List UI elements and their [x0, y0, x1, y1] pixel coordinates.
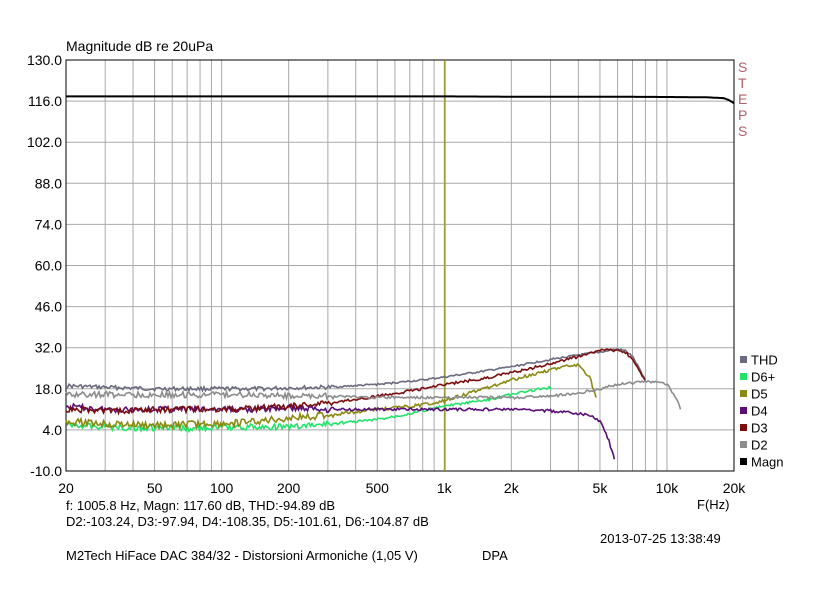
legend-label: D2: [751, 438, 768, 453]
footer-title: M2Tech HiFace DAC 384/32 - Distorsioni A…: [66, 548, 418, 563]
legend-swatch: [740, 441, 747, 448]
x-tick-label: 5k: [593, 480, 609, 496]
y-tick-label: 88.0: [35, 175, 62, 191]
x-tick-label: 1k: [437, 480, 453, 496]
legend-label: D6+: [751, 370, 775, 385]
y-tick-label: 74.0: [35, 216, 62, 232]
legend-swatch: [740, 424, 747, 431]
x-tick-label: 20k: [723, 480, 747, 496]
y-axis-label: Magnitude dB re 20uPa: [66, 38, 214, 54]
series-line-d6: [65, 385, 552, 434]
x-tick-labels: 20 50 100 200 500 1k 2k 5k 10k 20k: [58, 480, 746, 496]
legend-swatch: [740, 373, 747, 380]
timestamp: 2013-07-25 13:38:49: [600, 531, 721, 546]
cursor-readout-line1: f: 1005.8 Hz, Magn: 117.60 dB, THD:-94.8…: [66, 498, 336, 513]
x-tick-label: 100: [210, 480, 234, 496]
series-line-d3: [65, 348, 647, 416]
series-group: [65, 95, 735, 460]
grid: [66, 60, 734, 471]
legend-label: D3: [751, 421, 768, 436]
footer-tag: DPA: [482, 548, 508, 563]
legend: THD D6+ D5 D4 D3 D2 Magn: [740, 353, 784, 470]
x-tick-label: 50: [147, 480, 163, 496]
series-line-thd: [65, 348, 646, 393]
legend-label: D4: [751, 404, 768, 419]
y-tick-label: 32.0: [35, 340, 62, 356]
x-tick-label: 2k: [504, 480, 520, 496]
steps-letter: S: [738, 123, 748, 139]
series-line-d2: [65, 379, 682, 410]
series-line-d4: [65, 402, 616, 460]
legend-label: D5: [751, 387, 768, 402]
series-line-d5: [65, 362, 597, 431]
steps-letter: T: [738, 75, 747, 91]
y-tick-label: 130.0: [27, 52, 62, 68]
y-tick-label: -10.0: [30, 463, 62, 479]
x-tick-label: 200: [277, 480, 301, 496]
y-tick-label: 102.0: [27, 134, 62, 150]
y-tick-labels: 130.0 116.0 102.0 88.0 74.0 60.0 46.0 32.0 18.0 4…: [27, 52, 62, 479]
x-tick-label: 10k: [656, 480, 680, 496]
legend-swatch: [740, 407, 747, 414]
legend-label: THD: [751, 353, 778, 368]
y-tick-label: 116.0: [28, 93, 62, 109]
cursor-readout-line2: D2:-103.24, D3:-97.94, D4:-108.35, D5:-1…: [66, 514, 429, 529]
y-tick-label: 60.0: [35, 258, 62, 274]
legend-swatch: [740, 390, 747, 397]
x-tick-label: 20: [58, 480, 74, 496]
series-line-magn: [66, 95, 735, 105]
x-tick-label: 500: [366, 480, 390, 496]
steps-letter: S: [738, 59, 748, 75]
legend-swatch: [740, 458, 747, 465]
y-tick-label: 4.0: [43, 422, 63, 438]
steps-letter: P: [738, 107, 748, 123]
steps-letter: E: [738, 91, 748, 107]
y-tick-label: 46.0: [35, 299, 62, 315]
legend-swatch: [740, 356, 747, 363]
y-tick-label: 18.0: [35, 381, 62, 397]
plot-frame: [65, 59, 735, 472]
legend-label: Magn: [751, 455, 784, 470]
x-axis-label: F(Hz): [697, 497, 730, 512]
